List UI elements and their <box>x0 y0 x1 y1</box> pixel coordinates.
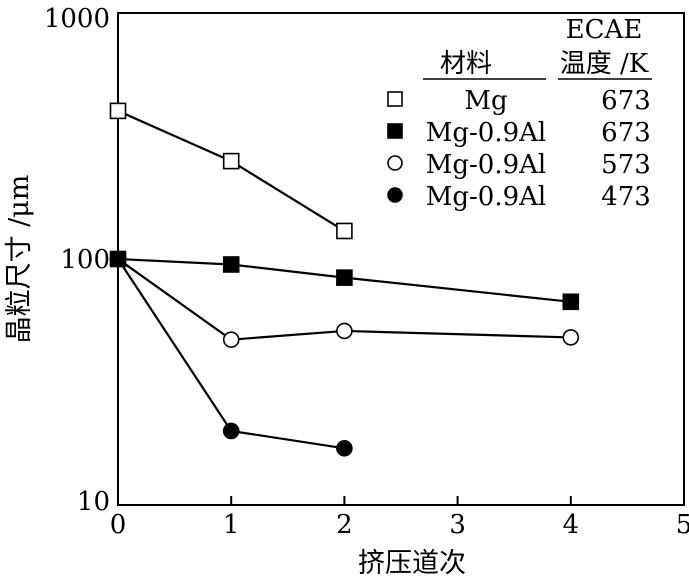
legend-temperature: 573 <box>601 150 651 180</box>
series-2 <box>117 257 571 303</box>
legend-row: Mg-0.9Al 673 <box>387 118 651 148</box>
filled-circle-marker <box>109 250 127 268</box>
y-axis-title: 晶粒尺寸 /μm <box>4 175 35 344</box>
series-markers-3 <box>109 250 580 348</box>
open-square-marker <box>387 91 403 107</box>
filled-square-marker <box>562 293 580 311</box>
filled-circle-marker <box>387 187 403 203</box>
x-tick-label: 4 <box>563 510 580 540</box>
legend-material: Mg-0.9Al <box>426 118 547 148</box>
legend-temperature: 473 <box>601 182 651 212</box>
y-tick-label: 100 <box>60 245 110 275</box>
legend-row: Mg-0.9Al 573 <box>387 150 651 180</box>
series-markers-2 <box>109 250 580 311</box>
x-tick-label: 0 <box>110 510 127 540</box>
legend-row: Mg 673 <box>387 86 651 116</box>
open-circle-marker <box>562 329 580 346</box>
open-square-marker <box>222 152 240 170</box>
open-square-marker <box>109 102 127 120</box>
legend-header-temp-top: ECAE <box>566 15 643 45</box>
open-circle-marker <box>336 322 353 340</box>
filled-square-marker <box>336 269 353 286</box>
series-3 <box>117 258 571 341</box>
legend-material: Mg-0.9Al <box>426 182 547 212</box>
open-square-marker <box>336 222 353 240</box>
series-4 <box>117 258 345 450</box>
x-tick-label: 1 <box>223 510 240 540</box>
open-circle-marker <box>222 331 240 348</box>
y-tick-label: 10 <box>77 487 110 517</box>
filled-circle-marker <box>336 440 353 457</box>
legend: ECAE 材料 温度 /K Mg 673 Mg-0.9Al 673 Mg-0.9Al 57… <box>387 15 652 212</box>
plot-frame <box>117 12 685 506</box>
legend-temperature: 673 <box>601 86 651 116</box>
legend-row: Mg-0.9Al 473 <box>387 182 651 212</box>
filled-square-marker <box>387 123 403 139</box>
legend-material: Mg <box>464 86 507 116</box>
x-axis-title: 挤压道次 <box>358 548 466 579</box>
series-line <box>117 258 571 341</box>
filled-square-marker <box>222 256 240 273</box>
legend-header-temp-bottom: 温度 /K <box>560 49 649 79</box>
series-markers-4 <box>109 250 353 457</box>
x-tick-label: 5 <box>676 510 689 540</box>
y-tick-label: 1000 <box>44 4 110 34</box>
legend-material: Mg-0.9Al <box>426 150 547 180</box>
series-layer <box>109 102 580 457</box>
series-line <box>117 258 345 450</box>
series-line <box>117 257 571 303</box>
filled-circle-marker <box>222 422 240 440</box>
x-tick-label: 3 <box>449 510 466 540</box>
legend-header-material: 材料 <box>440 49 492 79</box>
series-line <box>117 109 345 232</box>
x-tick-label: 2 <box>336 510 353 540</box>
series-1 <box>117 109 345 232</box>
legend-temperature: 673 <box>601 118 651 148</box>
series-markers-1 <box>109 102 353 240</box>
axis-ticks: 0 1 2 3 4 5 10 100 1000 <box>44 4 689 540</box>
legend-rows: Mg 673 Mg-0.9Al 673 Mg-0.9Al 573 Mg-0.9Al 473 <box>387 86 651 212</box>
open-circle-marker <box>387 155 403 171</box>
